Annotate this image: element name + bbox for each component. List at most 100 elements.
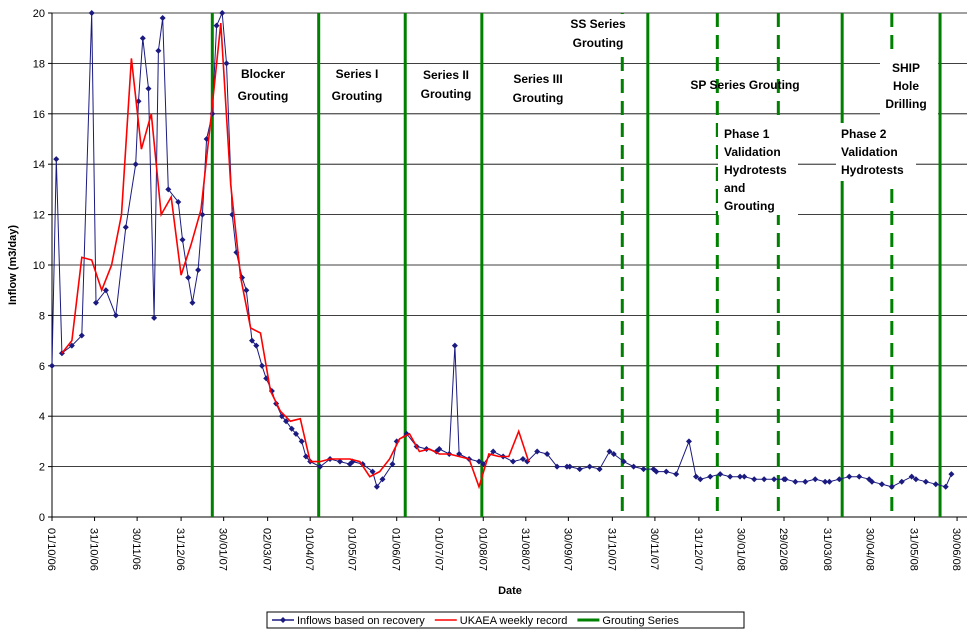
- data-point: [912, 476, 919, 483]
- annotation: Grouting: [238, 89, 289, 103]
- legend-label: Inflows based on recovery: [297, 615, 425, 627]
- y-tick-label: 16: [33, 109, 45, 121]
- data-point: [693, 473, 700, 480]
- data-point: [846, 473, 853, 480]
- data-point: [78, 332, 85, 339]
- data-point: [576, 466, 583, 473]
- data-point: [653, 468, 660, 475]
- data-point: [145, 85, 152, 92]
- annotation: and: [724, 181, 745, 195]
- data-point: [792, 478, 799, 485]
- y-tick-label: 20: [33, 8, 45, 20]
- data-point: [298, 438, 305, 445]
- x-tick-label: 30/01/07: [217, 528, 229, 571]
- data-point: [707, 473, 714, 480]
- legend-marker: [280, 617, 286, 623]
- data-point: [213, 22, 220, 29]
- data-point: [630, 463, 637, 470]
- data-point: [49, 362, 55, 369]
- data-point: [436, 445, 443, 452]
- x-tick-label: 31/10/06: [88, 528, 100, 571]
- annotation: SHIP: [892, 61, 920, 75]
- data-point: [878, 481, 885, 488]
- data-point: [812, 476, 819, 483]
- data-point: [751, 476, 758, 483]
- legend-label: UKAEA weekly record: [460, 615, 568, 627]
- annotation: Hole: [893, 79, 919, 93]
- data-point: [185, 274, 192, 281]
- annotation: Grouting: [724, 199, 775, 213]
- x-tick-label: 01/06/07: [390, 528, 402, 571]
- annotation: Grouting: [332, 89, 383, 103]
- data-point: [490, 448, 497, 455]
- data-point: [253, 342, 260, 349]
- y-tick-label: 8: [39, 310, 45, 322]
- data-point: [283, 418, 290, 425]
- data-point: [586, 463, 593, 470]
- data-point: [92, 299, 99, 306]
- annotation: Hydrotests: [724, 163, 787, 177]
- y-tick-label: 12: [33, 210, 45, 222]
- annotation: SP Series Grouting: [690, 78, 799, 92]
- data-point: [139, 35, 146, 42]
- annotation: Phase 1: [724, 127, 770, 141]
- data-point: [888, 483, 895, 490]
- x-tick-label: 31/10/07: [605, 528, 617, 571]
- legend-label: Grouting Series: [602, 615, 679, 627]
- y-tick-label: 4: [39, 411, 45, 423]
- x-tick-label: 02/03/07: [261, 528, 273, 571]
- data-point: [802, 478, 809, 485]
- data-point: [336, 458, 343, 465]
- y-tick-label: 10: [33, 260, 45, 272]
- annotation: Series II: [423, 68, 469, 82]
- data-point: [610, 451, 617, 457]
- data-point: [544, 451, 551, 457]
- data-point: [132, 161, 139, 168]
- x-tick-label: 01/07/07: [432, 528, 444, 571]
- data-point: [737, 473, 744, 480]
- data-point: [195, 267, 202, 274]
- data-point: [373, 483, 380, 490]
- data-point: [534, 448, 541, 455]
- x-tick-label: 29/02/08: [777, 528, 789, 571]
- data-point: [112, 312, 119, 319]
- annotation: Series I: [336, 67, 379, 81]
- data-point: [697, 476, 704, 483]
- x-tick-label: 30/11/06: [130, 528, 142, 570]
- annotation: Hydrotests: [841, 163, 904, 177]
- y-tick-label: 2: [39, 462, 45, 474]
- x-axis-label: Date: [498, 585, 522, 597]
- data-point: [249, 337, 256, 344]
- data-point: [519, 456, 526, 463]
- series-line: [61, 23, 530, 490]
- y-tick-label: 0: [39, 512, 45, 524]
- data-point: [451, 342, 458, 349]
- x-tick-label: 01/08/07: [476, 528, 488, 571]
- data-point: [836, 476, 843, 483]
- data-point: [640, 466, 647, 473]
- x-tick-label: 01/04/07: [303, 528, 315, 571]
- annotation: Drilling: [885, 97, 926, 111]
- data-point: [302, 453, 309, 460]
- annotation: Validation: [724, 145, 781, 159]
- data-point: [663, 468, 670, 475]
- x-tick-label: 30/04/08: [864, 528, 876, 571]
- data-point: [189, 299, 196, 306]
- x-tick-label: 31/12/07: [692, 528, 704, 571]
- y-axis-label: Inflow (m3/day): [7, 225, 19, 305]
- data-point: [102, 287, 109, 294]
- data-point: [826, 478, 833, 485]
- data-point: [389, 461, 396, 468]
- y-tick-label: 14: [33, 159, 45, 171]
- data-point: [179, 236, 186, 243]
- annotation-background: [880, 56, 938, 120]
- x-tick-label: 30/09/07: [561, 528, 573, 571]
- annotation: Validation: [841, 145, 898, 159]
- data-point: [782, 476, 789, 483]
- x-tick-label: 30/11/07: [648, 528, 660, 570]
- x-tick-label: 01/05/07: [346, 528, 358, 571]
- data-point: [596, 466, 603, 473]
- annotation-background: [718, 123, 798, 215]
- data-point: [476, 458, 482, 465]
